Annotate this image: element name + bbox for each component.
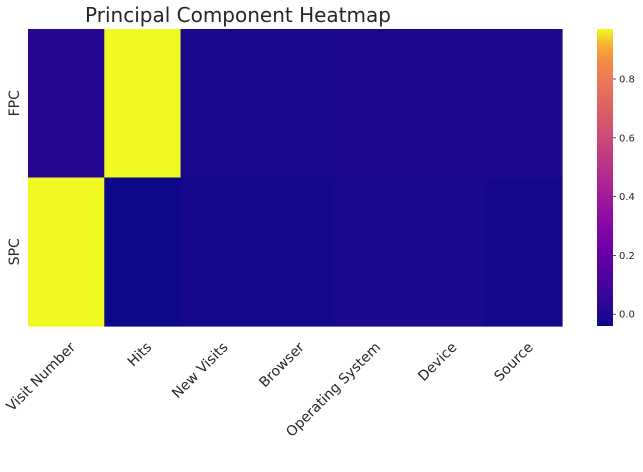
colorbar-tick-label: 0.2 — [619, 251, 635, 262]
x-tick-label: Visit Number — [4, 339, 79, 414]
heatmap-cell — [256, 177, 334, 327]
heatmap-cell — [28, 29, 105, 179]
heatmap-cell — [256, 29, 334, 179]
x-tick-label: Source — [491, 340, 536, 385]
x-tick-label: Hits — [125, 340, 156, 371]
heatmap-cell — [180, 177, 258, 327]
chart-title: Principal Component Heatmap — [85, 3, 391, 27]
heatmap-cell — [333, 177, 411, 327]
heatmap-cell — [180, 29, 258, 179]
y-tick-label: SPC — [7, 238, 23, 265]
colorbar-tick-label: 0.4 — [619, 192, 635, 203]
x-tick-label: Device — [415, 340, 460, 385]
heatmap-cell — [28, 177, 105, 327]
heatmap-cell — [409, 177, 487, 327]
heatmap-cell — [104, 177, 182, 327]
x-axis-labels: Visit Number Hits New Visits BrowserOperati… — [4, 339, 537, 440]
heatmap-cell — [485, 29, 563, 179]
colorbar-gradient — [597, 29, 613, 326]
y-axis-labels: FPC SPC — [7, 90, 23, 265]
heatmap-cells — [28, 29, 563, 327]
heatmap-cell — [333, 29, 411, 179]
y-tick-label: FPC — [7, 90, 23, 116]
colorbar-tick-label: 0.0 — [619, 310, 635, 321]
x-tick-label: New Visits — [169, 340, 231, 402]
x-tick-label: Browser — [256, 339, 308, 391]
heatmap-cell — [104, 29, 182, 179]
colorbar: 0.0 0.2 0.4 0.6 0.8 — [597, 29, 635, 326]
colorbar-tick-label: 0.8 — [619, 74, 635, 85]
colorbar-tick-label: 0.6 — [619, 133, 635, 144]
heatmap-cell — [485, 177, 563, 327]
heatmap-cell — [409, 29, 487, 179]
